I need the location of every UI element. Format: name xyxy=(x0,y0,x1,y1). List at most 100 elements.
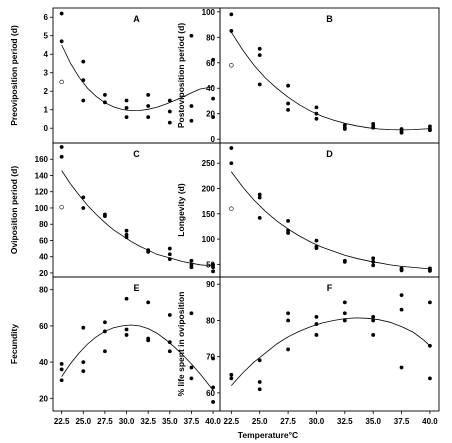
y-tick-label: 250 xyxy=(202,159,216,168)
x-tick-label: 27.5 xyxy=(280,417,296,426)
data-point xyxy=(189,118,194,123)
y-tick-label: 1 xyxy=(44,106,49,115)
panel-b: B 0 20 40 60 80 100 Postoviposition period (d) xyxy=(176,7,440,144)
data-point xyxy=(257,46,262,51)
fitted-curve xyxy=(230,31,430,131)
data-point xyxy=(229,376,234,381)
data-point xyxy=(211,385,215,390)
y-axis-label: Postoviposition period (d) xyxy=(176,23,186,128)
panel-label: E xyxy=(133,283,139,293)
data-point xyxy=(103,93,107,97)
data-point xyxy=(314,238,319,243)
data-point xyxy=(286,107,290,112)
open-data-point xyxy=(229,63,234,68)
data-point xyxy=(189,104,194,108)
x-tick-label: 27.5 xyxy=(97,417,113,426)
y-tick-label: 100 xyxy=(35,204,49,213)
data-point xyxy=(286,101,290,106)
data-point xyxy=(81,369,86,374)
data-point xyxy=(257,387,262,392)
fitted-curve xyxy=(61,170,214,267)
data-point xyxy=(167,349,172,354)
data-point xyxy=(428,300,432,305)
data-point xyxy=(59,154,64,159)
panel-e: E 20 40 60 80 Fecundity 22.5 25.0 27.5 30.0 32.5 35… xyxy=(9,276,221,426)
y-tick-label: 60 xyxy=(206,389,215,398)
y-tick-label: 40 xyxy=(39,253,48,262)
data-point xyxy=(146,300,151,305)
data-point xyxy=(314,111,319,116)
data-point xyxy=(399,268,404,273)
y-tick-label: 80 xyxy=(206,33,215,42)
data-point xyxy=(428,128,432,133)
data-point xyxy=(399,365,404,370)
y-tick-label: 40 xyxy=(39,358,48,367)
data-point xyxy=(189,265,194,270)
data-point xyxy=(342,300,347,305)
data-point xyxy=(59,39,64,44)
y-tick-label: 3 xyxy=(44,69,49,78)
data-point xyxy=(146,115,151,120)
data-point xyxy=(124,98,129,103)
x-tick-label: 22.5 xyxy=(224,417,240,426)
data-point xyxy=(103,349,107,354)
data-point xyxy=(399,130,404,135)
data-point xyxy=(146,249,151,254)
data-point xyxy=(167,313,172,317)
data-point xyxy=(229,372,234,377)
x-tick-label: 30.0 xyxy=(309,417,325,426)
y-tick-label: 80 xyxy=(39,286,48,295)
data-point xyxy=(124,296,129,301)
data-point xyxy=(314,314,319,319)
data-point xyxy=(314,246,319,251)
data-point xyxy=(167,120,172,125)
data-point xyxy=(342,318,347,323)
panel-label: A xyxy=(133,14,140,24)
data-point xyxy=(167,257,172,262)
data-point xyxy=(167,109,172,114)
open-data-point xyxy=(59,204,64,210)
data-point xyxy=(124,333,129,337)
x-axis-label: Temperature°C xyxy=(238,430,298,440)
data-point xyxy=(371,263,376,268)
data-point xyxy=(81,360,86,365)
panel-frame xyxy=(219,142,440,278)
x-tick-label: 35.0 xyxy=(365,417,381,426)
data-point xyxy=(146,93,151,97)
y-tick-label: 20 xyxy=(206,110,215,119)
panel-c: C 20 40 60 80 100 120 140 160 Oviposition period … xyxy=(9,142,221,278)
y-tick-label: 6 xyxy=(44,13,49,22)
panel-label: D xyxy=(326,149,333,159)
data-point xyxy=(286,311,290,316)
data-point xyxy=(371,333,376,337)
data-point xyxy=(257,53,262,58)
y-tick-label: 100 xyxy=(202,8,216,17)
y-tick-label: 140 xyxy=(35,171,49,180)
data-point xyxy=(59,367,64,372)
data-point xyxy=(428,376,432,381)
data-point xyxy=(229,146,234,150)
panel-frame xyxy=(219,276,440,412)
x-tick-label: 37.5 xyxy=(184,417,200,426)
data-point xyxy=(189,258,194,263)
x-tick-label: 30.0 xyxy=(119,417,135,426)
data-point xyxy=(103,320,107,325)
data-point xyxy=(229,12,234,17)
y-axis-label: Preoviposition period (d) xyxy=(9,25,19,126)
y-tick-label: 0 xyxy=(211,135,216,144)
data-point xyxy=(189,376,194,381)
y-tick-label: 70 xyxy=(206,353,215,362)
data-point xyxy=(371,314,376,319)
y-tick-label: 60 xyxy=(206,59,215,68)
panel-frame xyxy=(219,7,440,144)
data-point xyxy=(167,252,172,257)
y-tick-label: 0 xyxy=(44,124,49,133)
x-tick-label: 40.0 xyxy=(205,417,221,426)
y-tick-label: 90 xyxy=(206,280,215,289)
y-tick-label: 120 xyxy=(35,188,49,197)
x-tick-label: 25.0 xyxy=(252,417,268,426)
x-tick-label: 37.5 xyxy=(394,417,410,426)
data-point xyxy=(428,343,432,348)
panel-a: A 0 1 2 3 4 5 6 Preoviposition period (d) xyxy=(9,7,221,144)
